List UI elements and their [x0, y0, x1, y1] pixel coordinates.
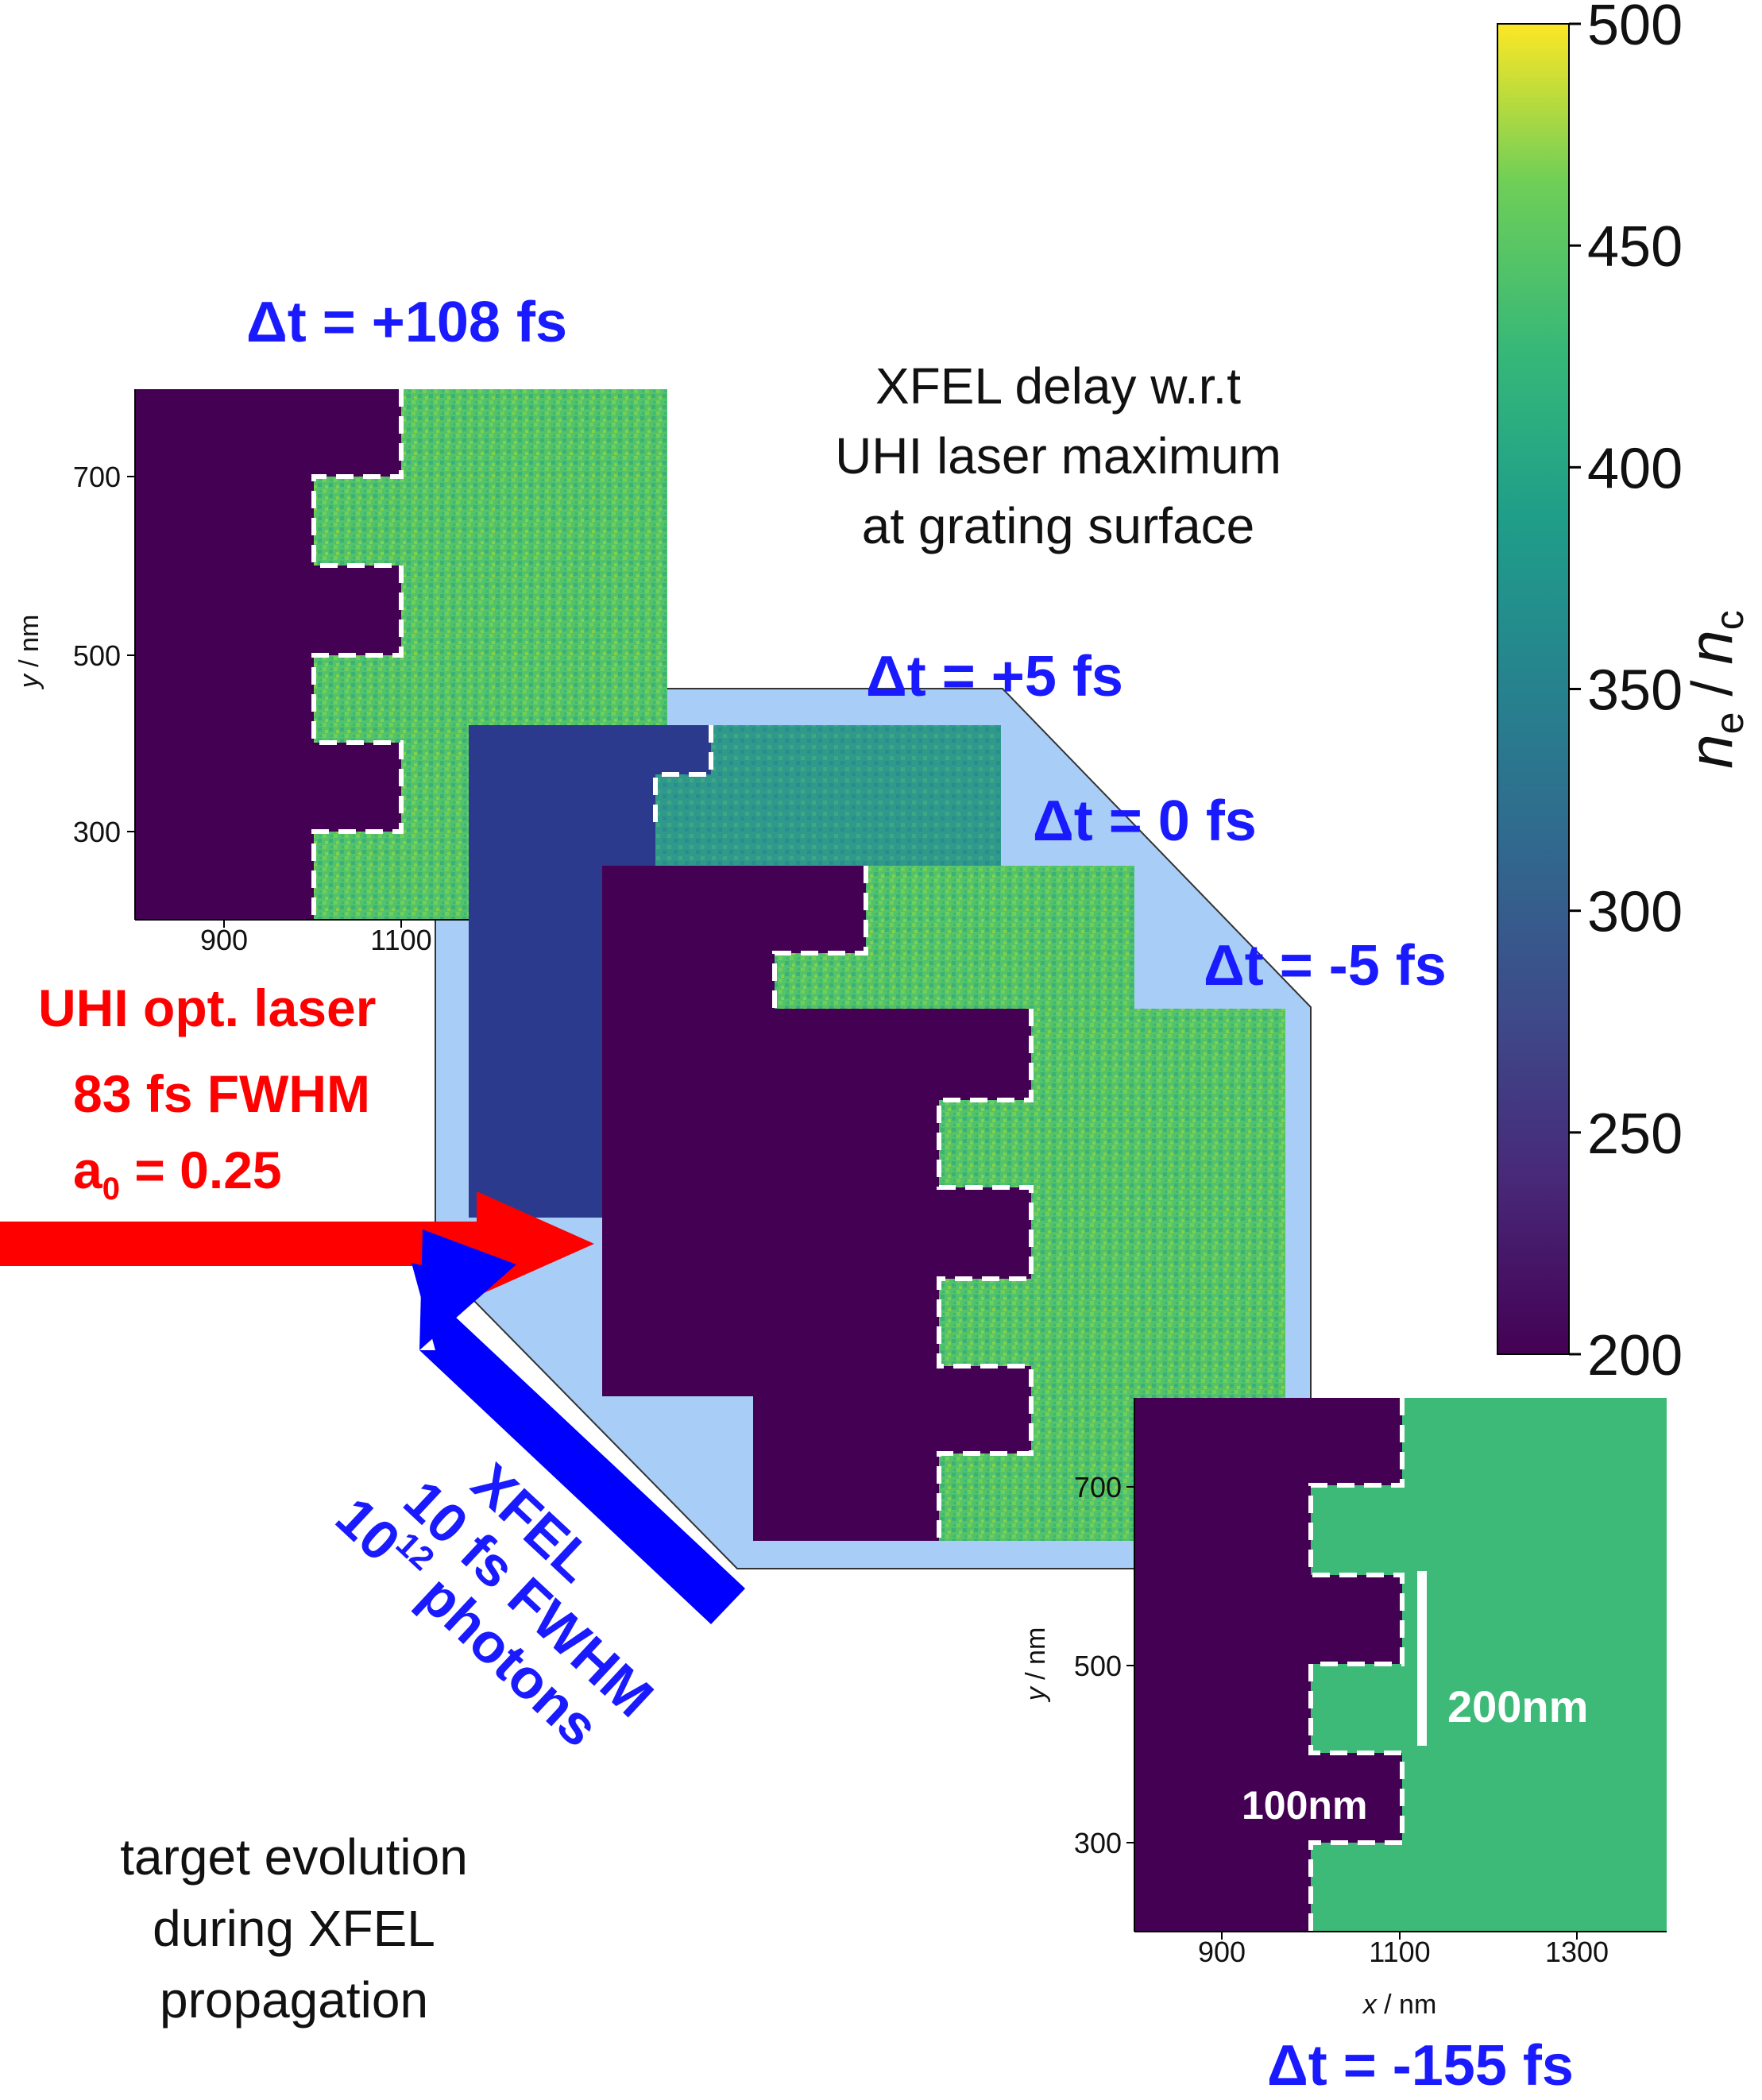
colorbar-tick-label: 450	[1587, 215, 1683, 279]
xlabel-bottom-right: x / nm	[1362, 1990, 1437, 2020]
annotation-line-2: UHI laser maximum	[835, 427, 1281, 484]
ytick-500: 500	[73, 639, 121, 672]
colorbar-tick-label: 200	[1587, 1324, 1683, 1388]
xtick-br-900: 900	[1198, 1936, 1246, 1968]
ylabel-bottom-right: y / nm	[1021, 1627, 1051, 1703]
colorbar-tick-label: 250	[1587, 1102, 1683, 1166]
xtick-1100: 1100	[370, 924, 431, 956]
colorbar-tick-label: 350	[1587, 659, 1683, 723]
xtick-900: 900	[200, 924, 248, 956]
ytick-br-700: 700	[1074, 1471, 1122, 1504]
delay-label-zero: Δt = 0 fs	[1033, 789, 1257, 853]
annotation-line-3: at grating surface	[862, 497, 1255, 554]
xtick-br-1100: 1100	[1369, 1936, 1430, 1968]
ytick-br-500: 500	[1074, 1650, 1122, 1682]
delay-label-plus108: Δt = +108 fs	[246, 291, 567, 354]
uhi-label-line3: a0 = 0.25	[73, 1141, 282, 1206]
caption-line-2: during XFEL	[153, 1900, 435, 1957]
panel-bottom-right: 700 500 300 900 1100 1300 y / nm x / nm …	[1021, 1398, 1667, 2020]
delay-label-minus5: Δt = -5 fs	[1204, 934, 1447, 998]
scale-label-200nm: 200nm	[1447, 1681, 1588, 1731]
colorbar-tick-label: 300	[1587, 881, 1683, 944]
ytick-br-300: 300	[1074, 1827, 1122, 1859]
xfel-arrow	[412, 1230, 745, 1624]
annotation-line-1: XFEL delay w.r.t	[875, 357, 1241, 415]
caption-line-3: propagation	[160, 1971, 428, 2029]
ytick-700: 700	[73, 461, 121, 493]
delay-label-minus155: Δt = -155 fs	[1267, 2034, 1574, 2098]
uhi-laser-arrow	[0, 1191, 594, 1296]
colorbar-label: ne / nc	[1675, 610, 1752, 769]
caption-line-1: target evolution	[120, 1828, 468, 1886]
ytick-300: 300	[73, 816, 121, 848]
uhi-label-line1: UHI opt. laser	[38, 979, 376, 1037]
delay-label-plus5: Δt = +5 fs	[866, 645, 1123, 708]
uhi-label-line2: 83 fs FWHM	[73, 1064, 370, 1123]
colorbar-tick-label: 400	[1587, 437, 1683, 500]
scale-label-100nm: 100nm	[1242, 1783, 1367, 1828]
xtick-br-1300: 1300	[1545, 1936, 1609, 1968]
ylabel-top-left: y / nm	[14, 615, 44, 690]
colorbar: 500 450 400 350 300 250 200 ne / nc	[1497, 0, 1752, 1388]
colorbar-tick-label: 500	[1587, 0, 1683, 57]
